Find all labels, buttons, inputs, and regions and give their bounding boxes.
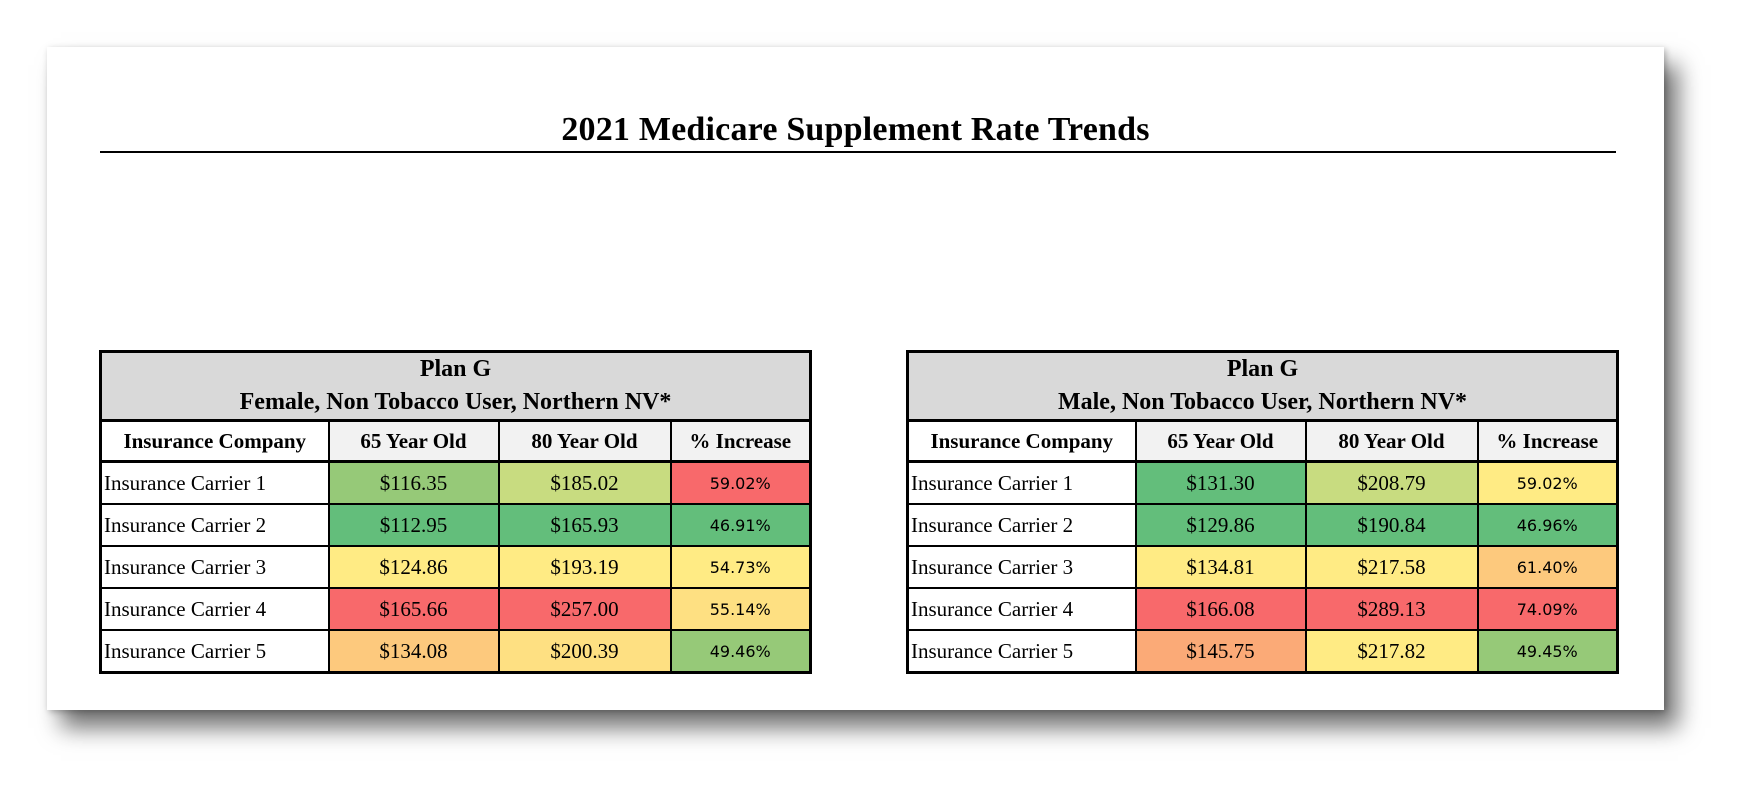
column-header-company: Insurance Company	[99, 419, 330, 463]
rate-80: $200.39	[497, 629, 672, 674]
plan-label: Plan G	[419, 356, 492, 382]
carrier-name: Insurance Carrier 3	[99, 545, 330, 589]
rate-table-male: Plan G Male, Non Tobacco User, Northern …	[906, 350, 1620, 674]
rate-65: $165.66	[327, 587, 500, 631]
column-header-increase: % Increase	[1476, 419, 1619, 463]
percent-increase: 61.40%	[1476, 545, 1619, 589]
column-header-80: 80 Year Old	[497, 419, 672, 463]
table-row: Insurance Carrier 5 $145.75 $217.82 49.45%	[906, 629, 1619, 674]
rate-65: $112.95	[327, 503, 500, 547]
carrier-name: Insurance Carrier 4	[906, 587, 1137, 631]
table-row: Insurance Carrier 5 $134.08 $200.39 49.46%	[99, 629, 812, 674]
carrier-name: Insurance Carrier 1	[99, 460, 330, 505]
table-row: Insurance Carrier 2 $129.86 $190.84 46.96%	[906, 503, 1619, 547]
carrier-name: Insurance Carrier 4	[99, 587, 330, 631]
table-row: Insurance Carrier 4 $165.66 $257.00 55.14%	[99, 587, 812, 631]
carrier-name: Insurance Carrier 3	[906, 545, 1137, 589]
rate-65: $134.08	[327, 629, 500, 674]
rate-65: $145.75	[1134, 629, 1307, 674]
column-header-increase: % Increase	[669, 419, 812, 463]
demographic-subtitle: Female, Non Tobacco User, Northern NV*	[239, 389, 672, 415]
carrier-name: Insurance Carrier 2	[99, 503, 330, 547]
table-row: Insurance Carrier 3 $124.86 $193.19 54.73%	[99, 545, 812, 589]
percent-increase: 74.09%	[1476, 587, 1619, 631]
percent-increase: 49.45%	[1476, 629, 1619, 674]
page-title: 2021 Medicare Supplement Rate Trends	[561, 111, 1150, 148]
rate-80: $217.58	[1304, 545, 1479, 589]
table-row: Insurance Carrier 1 $116.35 $185.02 59.02%	[99, 460, 812, 505]
column-header-80: 80 Year Old	[1304, 419, 1479, 463]
rate-80: $217.82	[1304, 629, 1479, 674]
rate-80: $289.13	[1304, 587, 1479, 631]
rate-65: $129.86	[1134, 503, 1307, 547]
rate-80: $257.00	[497, 587, 672, 631]
table-row: Insurance Carrier 1 $131.30 $208.79 59.02%	[906, 460, 1619, 505]
carrier-name: Insurance Carrier 5	[99, 629, 330, 674]
column-header-company: Insurance Company	[906, 419, 1137, 463]
percent-increase: 54.73%	[669, 545, 812, 589]
percent-increase: 59.02%	[1476, 460, 1619, 505]
rate-80: $193.19	[497, 545, 672, 589]
rate-65: $134.81	[1134, 545, 1307, 589]
percent-increase: 59.02%	[669, 460, 812, 505]
table-row: Insurance Carrier 2 $112.95 $165.93 46.91%	[99, 503, 812, 547]
table-row: Insurance Carrier 4 $166.08 $289.13 74.09%	[906, 587, 1619, 631]
demographic-subtitle: Male, Non Tobacco User, Northern NV*	[1057, 389, 1468, 415]
document-page: 2021 Medicare Supplement Rate Trends Pla…	[47, 47, 1664, 710]
column-header-65: 65 Year Old	[1134, 419, 1307, 463]
carrier-name: Insurance Carrier 1	[906, 460, 1137, 505]
rate-80: $208.79	[1304, 460, 1479, 505]
rate-65: $131.30	[1134, 460, 1307, 505]
percent-increase: 46.96%	[1476, 503, 1619, 547]
table-row: Insurance Carrier 3 $134.81 $217.58 61.40%	[906, 545, 1619, 589]
plan-label: Plan G	[1226, 356, 1299, 382]
percent-increase: 49.46%	[669, 629, 812, 674]
rate-65: $166.08	[1134, 587, 1307, 631]
title-underline	[100, 151, 1616, 153]
table-header-block: Plan G Male, Non Tobacco User, Northern …	[907, 351, 1618, 422]
carrier-name: Insurance Carrier 5	[906, 629, 1137, 674]
rate-80: $165.93	[497, 503, 672, 547]
percent-increase: 46.91%	[669, 503, 812, 547]
rate-80: $190.84	[1304, 503, 1479, 547]
carrier-name: Insurance Carrier 2	[906, 503, 1137, 547]
rate-65: $116.35	[327, 460, 500, 505]
percent-increase: 55.14%	[669, 587, 812, 631]
table-body: Insurance Carrier 1 $116.35 $185.02 59.02% …	[99, 460, 812, 674]
rate-table-female: Plan G Female, Non Tobacco User, Norther…	[99, 350, 812, 674]
table-header-block: Plan G Female, Non Tobacco User, Norther…	[100, 351, 811, 422]
column-header-65: 65 Year Old	[327, 419, 500, 463]
rate-80: $185.02	[497, 460, 672, 505]
rate-65: $124.86	[327, 545, 500, 589]
table-body: Insurance Carrier 1 $131.30 $208.79 59.02% …	[906, 460, 1619, 674]
